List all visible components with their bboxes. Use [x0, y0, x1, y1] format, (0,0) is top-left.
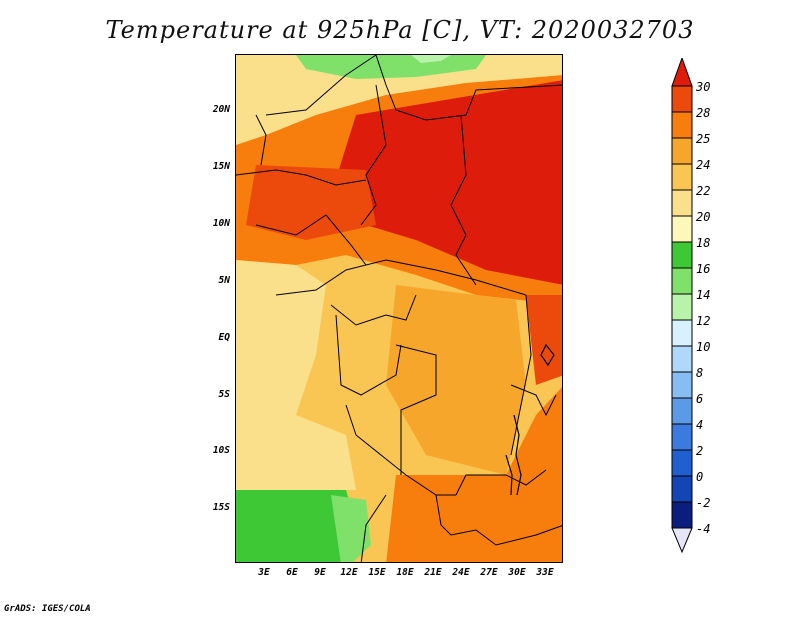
lat-label-5n: 5N	[218, 275, 230, 286]
colorbar-bottom-arrow	[671, 527, 693, 554]
lon-label-3e: 3E	[258, 567, 270, 578]
colorbar-label: 0	[696, 470, 704, 484]
colorbar	[671, 58, 693, 554]
lat-label-15n: 15N	[212, 161, 230, 172]
lon-label-15e: 15E	[368, 567, 386, 578]
colorbar-top-arrow	[671, 58, 693, 87]
colorbar-label: 20	[696, 210, 711, 224]
colorbar-swatch	[671, 137, 693, 165]
temperature-map	[235, 54, 563, 563]
central-basin	[386, 285, 526, 475]
colorbar-label: 2	[696, 444, 704, 458]
north-cool-strip	[236, 55, 562, 145]
lon-label-6e: 6E	[286, 567, 298, 578]
colorbar-swatch	[671, 111, 693, 139]
lat-label-5s: 5S	[218, 389, 230, 400]
colorbar-swatch	[671, 241, 693, 269]
southwest-green	[236, 490, 356, 562]
lon-label-21e: 21E	[424, 567, 442, 578]
colorbar-label: -2	[696, 496, 711, 510]
colorbar-swatch	[671, 189, 693, 217]
colorbar-swatch	[671, 475, 693, 503]
lon-label-33e: 33E	[536, 567, 554, 578]
southwest-light-green	[331, 495, 371, 562]
colorbar-label: 22	[696, 184, 711, 198]
north-light-green	[411, 55, 451, 63]
country-borders	[236, 55, 562, 562]
colorbar-swatch	[671, 501, 693, 529]
colorbar-swatch	[671, 397, 693, 425]
colorbar-swatch	[671, 319, 693, 347]
lon-label-9e: 9E	[314, 567, 326, 578]
lat-label-20n: 20N	[212, 104, 230, 115]
lat-label-15s: 15S	[212, 502, 230, 513]
colorbar-swatch	[671, 163, 693, 191]
colorbar-label: 25	[696, 132, 711, 146]
lon-label-18e: 18E	[396, 567, 414, 578]
southwest-pale	[236, 415, 356, 490]
lon-label-27e: 27E	[480, 567, 498, 578]
map-title: Temperature at 925hPa [C], VT: 202003270…	[105, 16, 695, 44]
colorbar-label: 30	[696, 80, 711, 94]
colorbar-swatch	[671, 423, 693, 451]
lon-label-24e: 24E	[452, 567, 470, 578]
colorbar-swatch	[671, 371, 693, 399]
colorbar-label: 10	[696, 340, 711, 354]
east-lakes-warm	[526, 295, 562, 385]
lat-label-10n: 10N	[212, 218, 230, 229]
colorbar-label: 12	[696, 314, 711, 328]
colorbar-swatch	[671, 215, 693, 243]
colorbar-label: 16	[696, 262, 711, 276]
colorbar-label: 28	[696, 106, 711, 120]
lon-label-30e: 30E	[508, 567, 526, 578]
colorbar-swatch	[671, 85, 693, 113]
lake-outlines	[505, 343, 555, 496]
colorbar-swatch	[671, 449, 693, 477]
southeast-warm	[386, 387, 562, 562]
colorbar-swatch	[671, 345, 693, 373]
colorbar-swatch	[671, 293, 693, 321]
colorbar-swatch	[671, 267, 693, 295]
lat-label-eq: EQ	[218, 332, 230, 343]
colorbar-label: 4	[696, 418, 704, 432]
colorbar-label: 6	[696, 392, 704, 406]
colorbar-label: -4	[696, 522, 711, 536]
colorbar-label: 14	[696, 288, 711, 302]
lat-label-10s: 10S	[212, 445, 230, 456]
grads-credit: GrADS: IGES/COLA	[4, 604, 91, 614]
lon-label-12e: 12E	[340, 567, 358, 578]
colorbar-label: 8	[696, 366, 704, 380]
colorbar-label: 18	[696, 236, 711, 250]
hot-core-east	[331, 80, 562, 285]
west-pale-zone	[236, 260, 326, 435]
colorbar-label: 24	[696, 158, 711, 172]
